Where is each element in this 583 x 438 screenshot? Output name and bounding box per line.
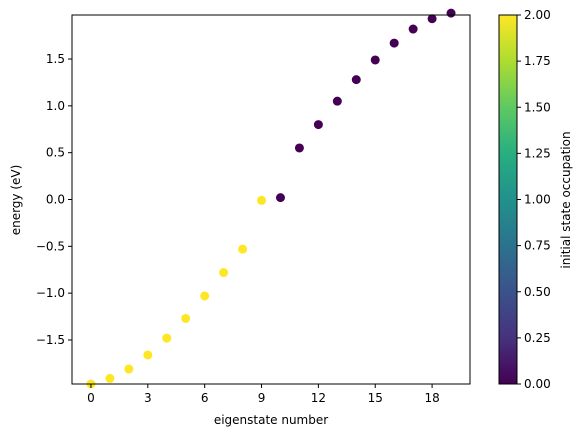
x-tick-label: 15 [368,391,383,405]
y-tick-label: 0.0 [46,193,65,207]
data-point-3 [143,350,153,360]
y-tick-label: −0.5 [36,239,65,253]
data-point-5 [181,313,191,323]
data-point-12 [313,120,323,130]
data-point-1 [105,373,115,383]
colorbar-ticks: 0.00 0.25 0.50 0.75 1.00 1.25 1.50 1.75 2.00 [517,8,551,391]
y-tick-label: 1.5 [46,52,65,66]
x-tick-label: 12 [311,391,326,405]
data-points [86,8,456,389]
plot-frame [71,14,471,385]
data-point-14 [351,75,361,85]
colorbar-tick-label: 1.75 [524,54,551,68]
x-tick-label: 9 [258,391,266,405]
data-point-11 [294,143,304,153]
y-tick-label: 0.5 [46,146,65,160]
colorbar-tick-label: 1.00 [524,193,551,207]
data-point-19 [446,8,456,18]
colorbar-tick-label: 1.50 [524,100,551,114]
data-point-18 [427,14,437,24]
data-point-4 [162,333,172,343]
colorbar [498,14,518,385]
colorbar-tick-label: 0.25 [524,331,551,345]
x-tick-label: 6 [201,391,209,405]
y-tick-label: 1.0 [46,99,65,113]
y-tick-label: −1.5 [36,333,65,347]
x-tick-label: 18 [424,391,439,405]
data-point-16 [389,38,399,48]
data-point-15 [370,55,380,65]
colorbar-tick-label: 0.75 [524,239,551,253]
y-tick-label: −1.0 [36,286,65,300]
colorbar-tick-label: 1.25 [524,146,551,160]
x-tick-label: 0 [87,391,95,405]
data-point-6 [200,291,210,301]
colorbar-tick-label: 0.00 [524,377,551,391]
colorbar-tick-label: 0.50 [524,285,551,299]
y-axis-ticks: −1.5 −1.0 −0.5 0.0 0.5 1.0 1.5 [36,52,72,347]
data-point-7 [219,268,229,278]
colorbar-tick-label: 2.00 [524,8,551,22]
data-point-9 [257,195,267,205]
colorbar-label: initial state occupation [559,131,573,268]
data-point-2 [124,364,134,374]
x-axis-label: eigenstate number [214,413,328,427]
data-point-10 [275,193,285,203]
data-point-17 [408,24,418,34]
x-axis-ticks: 0 3 6 9 12 15 18 [87,384,440,405]
y-axis-label: energy (eV) [9,165,23,236]
x-tick-label: 3 [144,391,152,405]
data-point-13 [332,96,342,106]
data-point-8 [238,244,248,254]
